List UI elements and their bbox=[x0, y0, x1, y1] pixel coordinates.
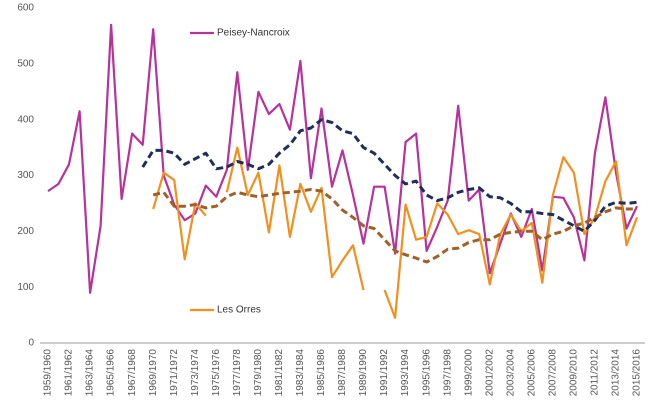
series-line bbox=[152, 146, 639, 319]
x-tick-label: 2011/2012 bbox=[590, 349, 601, 396]
x-tick-label: 1995/1996 bbox=[421, 349, 432, 397]
y-tick-label: 600 bbox=[17, 3, 34, 14]
x-tick-label: 1987/1988 bbox=[337, 349, 348, 397]
y-tick-label: 300 bbox=[17, 170, 34, 181]
x-tick-label: 1975/1976 bbox=[211, 349, 222, 397]
x-tick-label: 1971/1972 bbox=[169, 349, 180, 397]
x-tick-label: 2001/2002 bbox=[484, 349, 495, 397]
y-tick-label: 500 bbox=[17, 58, 34, 69]
y-tick-label: 200 bbox=[17, 226, 34, 237]
x-tick-label: 2009/2010 bbox=[569, 349, 580, 397]
legend-label: Les Orres bbox=[217, 305, 261, 316]
x-tick-label: 1979/1980 bbox=[253, 349, 264, 397]
x-tick-label: 1963/1964 bbox=[85, 349, 96, 397]
legend-label: Peisey-Nancroix bbox=[217, 28, 290, 39]
x-tick-label: 1997/1998 bbox=[442, 349, 453, 397]
x-tick-label: 2003/2004 bbox=[505, 349, 516, 397]
x-tick-label: 2007/2008 bbox=[547, 349, 558, 397]
x-tick-label: 1989/1990 bbox=[358, 349, 369, 397]
x-tick-label: 1967/1968 bbox=[127, 349, 138, 397]
x-tick-label: 1965/1966 bbox=[106, 349, 117, 397]
x-tick-label: 1999/2000 bbox=[463, 349, 474, 397]
x-tick-label: 1993/1994 bbox=[400, 349, 411, 397]
y-tick-label: 100 bbox=[17, 282, 34, 293]
x-tick-label: 1969/1970 bbox=[148, 349, 159, 397]
x-tick-label: 2013/2014 bbox=[611, 349, 622, 397]
x-tick-label: 1981/1982 bbox=[274, 349, 285, 397]
x-tick-label: 1961/1962 bbox=[64, 349, 75, 397]
x-tick-label: 1959/1960 bbox=[43, 349, 54, 397]
x-tick-label: 2005/2006 bbox=[526, 349, 537, 397]
x-tick-label: 1985/1986 bbox=[316, 349, 327, 397]
trend-line bbox=[141, 118, 638, 233]
x-tick-label: 1983/1984 bbox=[295, 349, 306, 397]
series-line bbox=[47, 23, 638, 294]
y-tick-label: 0 bbox=[28, 338, 34, 349]
x-tick-label: 1973/1974 bbox=[190, 349, 201, 397]
x-tick-label: 2015/2016 bbox=[632, 349, 643, 397]
y-tick-label: 400 bbox=[17, 114, 34, 125]
x-tick-label: 1977/1978 bbox=[232, 349, 243, 397]
x-tick-label: 1991/1992 bbox=[379, 349, 390, 397]
trend-line bbox=[152, 188, 637, 264]
